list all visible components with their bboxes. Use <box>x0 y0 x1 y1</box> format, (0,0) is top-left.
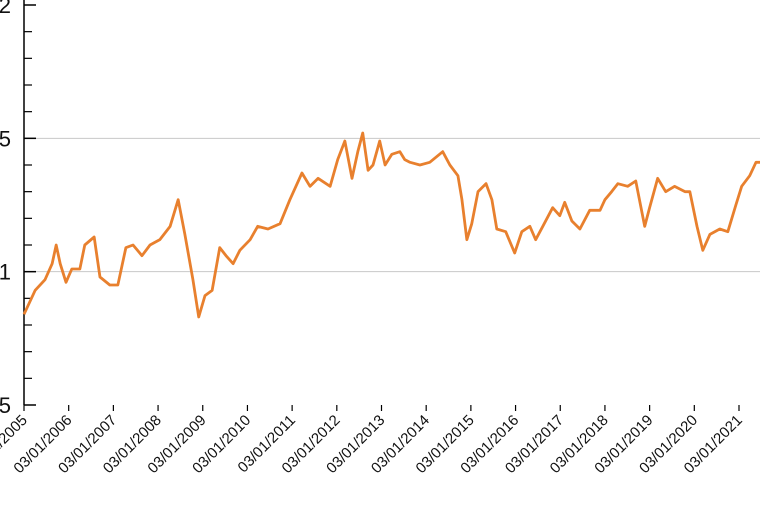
y-tick-label: 1.5 <box>0 126 11 151</box>
y-tick-label: 1 <box>0 260 11 285</box>
y-tick-label: 2 <box>0 0 11 18</box>
line <box>22 131 760 319</box>
y-tick-label: 0.5 <box>0 393 11 418</box>
